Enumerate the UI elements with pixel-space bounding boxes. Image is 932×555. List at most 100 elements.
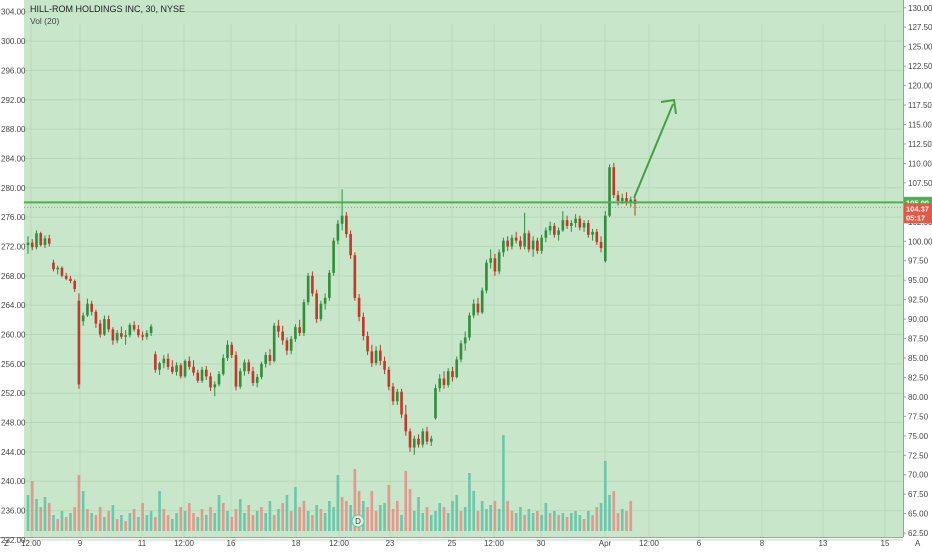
volume-bar bbox=[315, 505, 318, 531]
volume-bar bbox=[226, 511, 229, 531]
volume-bar bbox=[536, 511, 539, 531]
right-axis-tick: 122.50 bbox=[908, 62, 932, 71]
right-axis-tick: 67.50 bbox=[908, 490, 929, 499]
candle-body bbox=[514, 237, 518, 241]
candle-body bbox=[111, 329, 115, 341]
volume-bar bbox=[472, 491, 476, 531]
volume-bar bbox=[425, 507, 429, 531]
volume-bar bbox=[145, 515, 149, 531]
time-axis-tick: 12:00 bbox=[174, 539, 195, 548]
right-axis-tick: 95.00 bbox=[908, 276, 929, 285]
volume-bar bbox=[340, 497, 344, 531]
candle-body bbox=[60, 267, 64, 276]
volume-bar bbox=[302, 501, 306, 531]
candle-body bbox=[56, 267, 60, 270]
candle-body bbox=[349, 234, 352, 256]
candle-body bbox=[620, 198, 624, 202]
left-axis-tick: 284.00 bbox=[1, 154, 26, 163]
candle-body bbox=[35, 233, 38, 248]
volume-bar bbox=[629, 501, 633, 531]
candle-body bbox=[362, 316, 365, 336]
candle-body bbox=[154, 354, 157, 370]
candle-body bbox=[629, 199, 633, 203]
candle-body bbox=[175, 365, 178, 372]
volume-bar bbox=[73, 507, 77, 531]
volume-bar bbox=[149, 511, 153, 531]
candle-body bbox=[98, 323, 102, 335]
candle-body bbox=[77, 300, 81, 385]
time-axis[interactable]: 12:00 9 11 12:00 16 18 12:00 23 25 12:00 30 Apr 12:0… bbox=[21, 539, 890, 548]
volume-bar bbox=[166, 515, 170, 531]
volume-bar bbox=[213, 513, 217, 531]
right-price-axis[interactable]: 130.00 127.50 125.00 122.50 120.00 117.50 115.… bbox=[903, 4, 932, 538]
volume-bar bbox=[187, 503, 191, 531]
candle-body bbox=[234, 355, 238, 387]
candle-body bbox=[289, 338, 293, 351]
candle-body bbox=[374, 350, 378, 364]
auto-scale-toggle[interactable]: A bbox=[915, 539, 921, 548]
volume-bar bbox=[391, 509, 395, 531]
candle-body bbox=[489, 258, 492, 263]
volume-bar bbox=[519, 507, 522, 531]
left-axis-tick: 300.00 bbox=[1, 37, 26, 46]
volume-bar bbox=[502, 435, 505, 531]
left-axis-tick: 268.00 bbox=[1, 272, 26, 281]
candle-body bbox=[595, 231, 599, 243]
left-axis-tick: 244.00 bbox=[1, 448, 26, 457]
right-axis-tick: 72.50 bbox=[908, 451, 929, 460]
candle-body bbox=[578, 218, 582, 228]
time-axis-tick: 8 bbox=[760, 539, 765, 548]
candle-body bbox=[586, 223, 590, 235]
volume-bar bbox=[69, 513, 72, 531]
candle-body bbox=[544, 230, 548, 238]
candle-body bbox=[561, 220, 565, 231]
volume-bar bbox=[64, 517, 68, 531]
candle-body bbox=[429, 438, 433, 442]
right-axis-tick: 90.00 bbox=[908, 315, 929, 324]
candle-body bbox=[519, 240, 522, 247]
candle-body bbox=[421, 431, 425, 445]
volume-bar bbox=[264, 513, 268, 531]
candle-body bbox=[502, 240, 505, 253]
candle-body bbox=[285, 340, 289, 351]
volume-bar bbox=[56, 519, 60, 531]
candle-body bbox=[120, 333, 123, 337]
candle-body bbox=[565, 220, 569, 226]
right-axis-tick: 82.50 bbox=[908, 373, 929, 382]
time-axis-tick: 25 bbox=[448, 539, 457, 548]
candle-body bbox=[353, 255, 357, 298]
left-axis-tick: 240.00 bbox=[1, 477, 26, 486]
volume-bar bbox=[260, 507, 263, 531]
volume-bar bbox=[404, 471, 408, 531]
dividend-marker-icon[interactable] bbox=[351, 514, 365, 528]
volume-bar bbox=[553, 511, 556, 531]
candle-body bbox=[425, 431, 429, 442]
volume-bar bbox=[111, 505, 115, 531]
zoom-toggle[interactable]: Z bbox=[4, 539, 9, 548]
volume-indicator-label[interactable]: Vol (20) bbox=[30, 16, 59, 26]
right-axis-tick: 125.00 bbox=[908, 43, 932, 52]
volume-bar bbox=[94, 515, 98, 531]
left-axis-tick: 248.00 bbox=[1, 419, 26, 428]
candle-body bbox=[506, 240, 509, 247]
trend-arrow-head bbox=[660, 98, 677, 115]
volume-bar bbox=[60, 511, 64, 531]
candle-body bbox=[94, 311, 98, 324]
right-axis-tick: 87.50 bbox=[908, 335, 929, 344]
volume-bar bbox=[345, 501, 348, 531]
volume-bar bbox=[90, 513, 93, 531]
volume-bar bbox=[281, 503, 285, 531]
trend-arrow[interactable] bbox=[633, 103, 674, 199]
candle-body bbox=[340, 215, 344, 224]
volume-bar bbox=[514, 513, 518, 531]
right-axis-tick: 100.00 bbox=[908, 237, 932, 246]
volume-bar bbox=[128, 513, 132, 531]
volume-bar bbox=[268, 501, 272, 531]
volume-bar bbox=[328, 501, 331, 531]
candle-body bbox=[73, 280, 77, 290]
left-price-axis[interactable]: 304.00 300.00 296.00 292.00 288.00 284.00 280.… bbox=[1, 8, 26, 545]
volume-bar bbox=[285, 495, 289, 531]
volume-bar bbox=[115, 519, 119, 531]
